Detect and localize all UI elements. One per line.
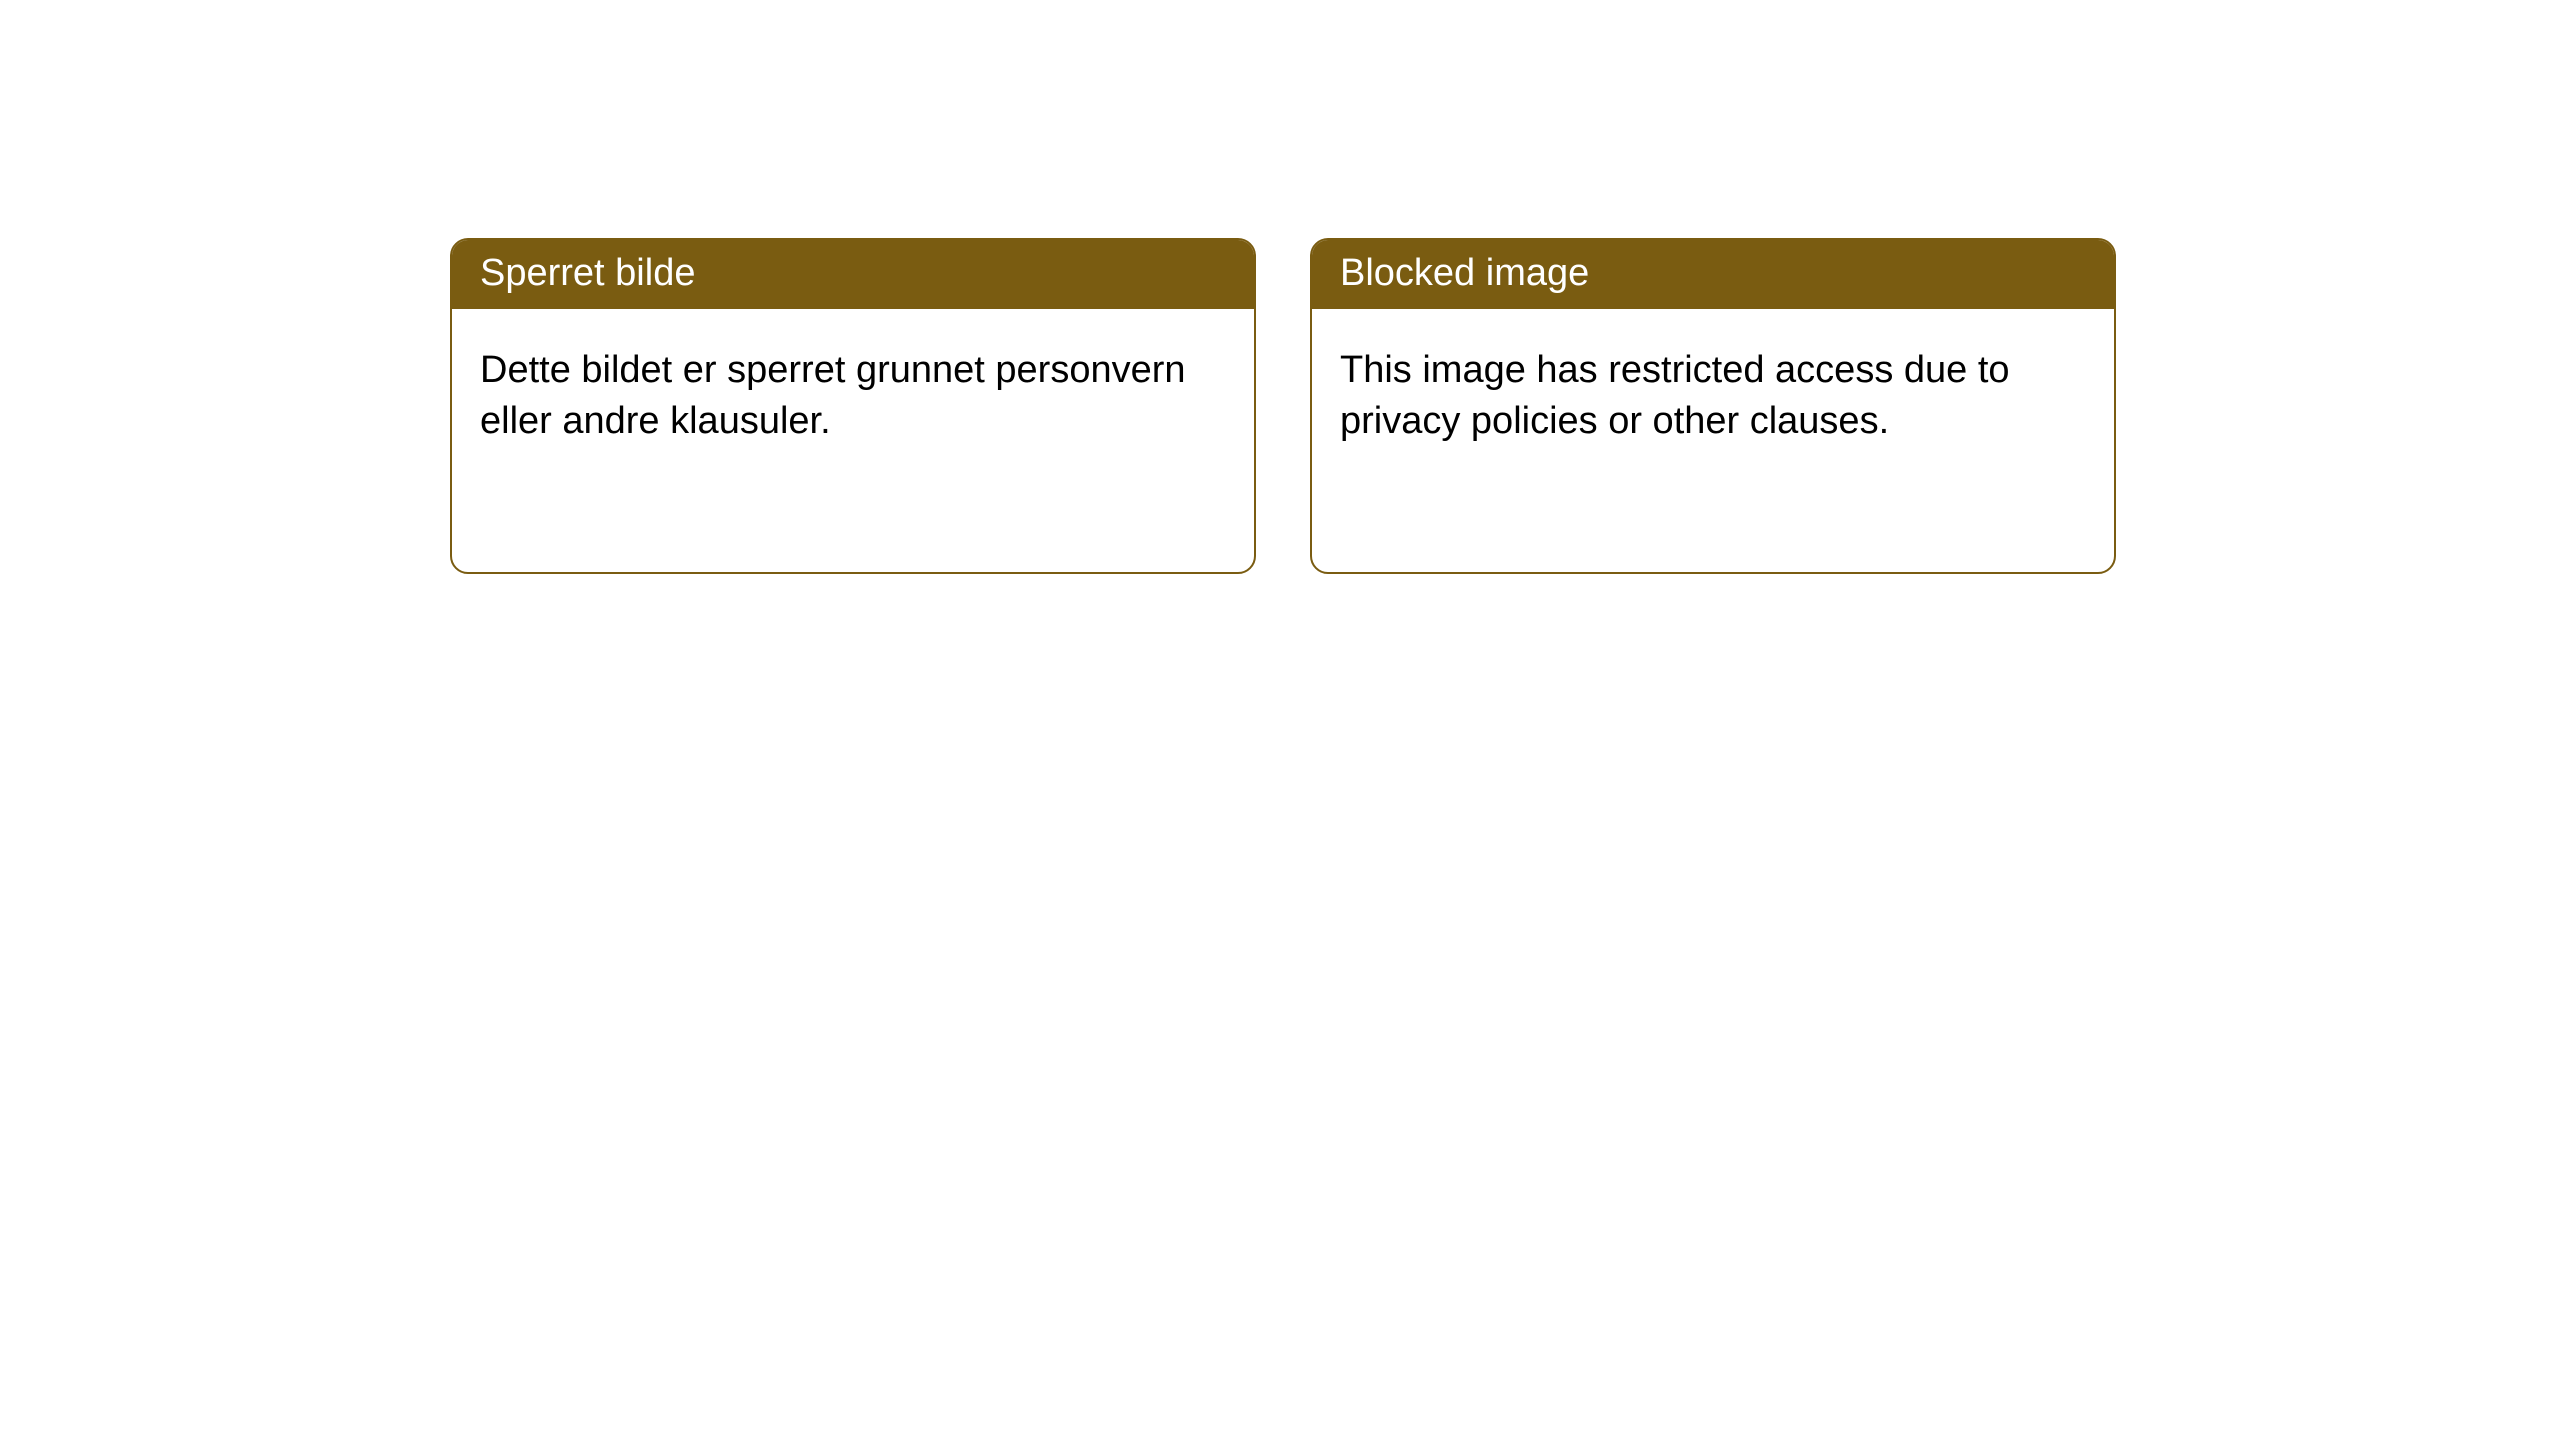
card-title: Blocked image [1340,252,1589,294]
card-body-text: This image has restricted access due to … [1340,349,2010,442]
notice-card-english: Blocked image This image has restricted … [1310,238,2116,574]
card-title: Sperret bilde [480,252,695,294]
notice-cards-container: Sperret bilde Dette bildet er sperret gr… [0,0,2560,574]
notice-card-norwegian: Sperret bilde Dette bildet er sperret gr… [450,238,1256,574]
card-header: Blocked image [1312,240,2114,309]
card-body: This image has restricted access due to … [1312,309,2114,484]
card-body-text: Dette bildet er sperret grunnet personve… [480,349,1186,442]
card-body: Dette bildet er sperret grunnet personve… [452,309,1254,484]
card-header: Sperret bilde [452,240,1254,309]
